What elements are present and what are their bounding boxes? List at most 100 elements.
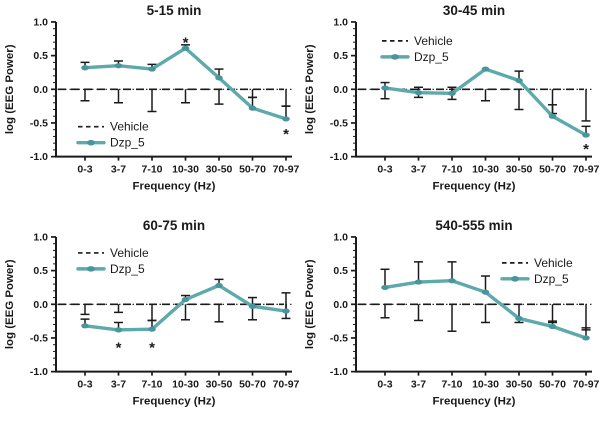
dzp5-markers bbox=[381, 66, 590, 138]
x-tick-label: 0-3 bbox=[77, 379, 92, 390]
dzp5-markers bbox=[81, 45, 290, 122]
y-tick-label: 0.0 bbox=[33, 299, 48, 310]
x-tick-label: 30-50 bbox=[206, 379, 233, 390]
y-axis-ticks bbox=[351, 235, 356, 372]
x-tick-label: 3-7 bbox=[111, 379, 126, 390]
x-tick-label: 10-30 bbox=[472, 379, 499, 390]
x-tick-label: 3-7 bbox=[411, 379, 426, 390]
x-tick-label: 30-50 bbox=[206, 165, 233, 176]
legend-vehicle-label: Vehicle bbox=[534, 255, 573, 269]
x-tick-label: 0-3 bbox=[77, 165, 92, 176]
vehicle-error-bars bbox=[80, 89, 291, 113]
y-tick-label: 0.5 bbox=[333, 266, 348, 277]
panel-title: 60-75 min bbox=[143, 217, 205, 232]
legend: Vehicle Dzp_5 bbox=[76, 120, 149, 150]
chart-540-555-min: 1.0 0.5 0.0 -0.5 -1.0 0-3 3-7 7-10 10-30 30-50 50-… bbox=[304, 217, 600, 407]
x-tick-label: 50-70 bbox=[539, 379, 566, 390]
legend: Vehicle Dzp_5 bbox=[76, 245, 149, 275]
y-tick-label: -0.5 bbox=[330, 118, 348, 129]
legend-dzp5-marker bbox=[391, 54, 399, 60]
panel-title: 30-45 min bbox=[443, 3, 505, 18]
x-tick-label: 0-3 bbox=[377, 165, 392, 176]
legend-vehicle-label: Vehicle bbox=[110, 245, 149, 259]
panel-540-555-min: 1.0 0.5 0.0 -0.5 -1.0 0-3 3-7 7-10 10-30 30-50 50-… bbox=[300, 215, 600, 429]
y-tick-label: -1.0 bbox=[30, 152, 48, 163]
x-axis-ticks bbox=[84, 371, 287, 376]
chart-5-15-min: 1.0 0.5 0.0 -0.5 -1.0 0-3 3-7 7-10 10-30 30-50 50-… bbox=[4, 3, 300, 193]
y-tick-label: -0.5 bbox=[30, 333, 48, 344]
y-tick-label: 1.0 bbox=[333, 232, 348, 243]
x-tick-label: 10-30 bbox=[172, 379, 199, 390]
y-tick-label: 0.5 bbox=[333, 51, 348, 62]
x-axis-label: Frequency (Hz) bbox=[133, 395, 216, 407]
x-tick-label: 70-97 bbox=[573, 379, 600, 390]
x-tick-label: 10-30 bbox=[472, 165, 499, 176]
y-tick-label: 0.5 bbox=[33, 266, 48, 277]
y-axis-ticks bbox=[351, 21, 356, 158]
x-tick-label: 70-97 bbox=[273, 379, 300, 390]
x-axis-label: Frequency (Hz) bbox=[133, 181, 216, 193]
x-tick-label: 70-97 bbox=[573, 165, 600, 176]
y-tick-label: 1.0 bbox=[33, 17, 48, 28]
x-tick-label: 3-7 bbox=[411, 165, 426, 176]
panel-60-75-min: 1.0 0.5 0.0 -0.5 -1.0 0-3 3-7 7-10 10-30 30-50 50-… bbox=[0, 215, 300, 429]
panel-title: 5-15 min bbox=[147, 3, 202, 18]
legend-vehicle-label: Vehicle bbox=[110, 120, 149, 134]
y-tick-label: -1.0 bbox=[30, 367, 48, 378]
y-axis-label: log (EEG Power) bbox=[4, 259, 16, 349]
y-axis-ticks bbox=[51, 235, 56, 372]
panel-30-45-min: 1.0 0.5 0.0 -0.5 -1.0 0-3 3-7 7-10 10-30 30-50 50-… bbox=[300, 0, 600, 215]
x-tick-label: 50-70 bbox=[239, 165, 266, 176]
significance-asterisk: * bbox=[116, 339, 122, 356]
x-tick-label: 3-7 bbox=[111, 165, 126, 176]
x-tick-label: 30-50 bbox=[506, 379, 533, 390]
legend-dzp5-label: Dzp_5 bbox=[110, 261, 145, 275]
y-tick-label: -1.0 bbox=[330, 367, 348, 378]
legend-dzp5-label: Dzp_5 bbox=[110, 136, 145, 150]
x-tick-label: 7-10 bbox=[442, 379, 463, 390]
x-tick-label: 50-70 bbox=[239, 379, 266, 390]
panel-5-15-min: 1.0 0.5 0.0 -0.5 -1.0 0-3 3-7 7-10 10-30 30-50 50-… bbox=[0, 0, 300, 215]
vehicle-error-bars bbox=[380, 89, 591, 122]
dzp5-markers bbox=[381, 277, 590, 341]
y-axis-label: log (EEG Power) bbox=[4, 44, 16, 134]
y-tick-label: -1.0 bbox=[330, 152, 348, 163]
y-tick-label: 0.0 bbox=[333, 85, 348, 96]
legend-dzp5-marker bbox=[87, 265, 95, 272]
legend: Vehicle Dzp_5 bbox=[380, 34, 453, 64]
x-tick-label: 50-70 bbox=[539, 165, 566, 176]
x-tick-label: 70-97 bbox=[273, 165, 300, 176]
x-tick-label: 7-10 bbox=[142, 379, 163, 390]
significance-asterisk: * bbox=[283, 126, 289, 143]
significance-asterisk: * bbox=[149, 339, 155, 356]
dzp5-error-bars bbox=[380, 260, 591, 338]
y-tick-label: 0.0 bbox=[33, 85, 48, 96]
x-axis-ticks bbox=[384, 156, 587, 161]
y-tick-label: 0.0 bbox=[333, 299, 348, 310]
legend-dzp5-label: Dzp_5 bbox=[534, 271, 569, 285]
y-tick-label: -0.5 bbox=[30, 118, 48, 129]
x-axis-ticks bbox=[84, 156, 287, 161]
chart-60-75-min: 1.0 0.5 0.0 -0.5 -1.0 0-3 3-7 7-10 10-30 30-50 50-… bbox=[4, 217, 300, 407]
y-axis-ticks bbox=[51, 21, 56, 158]
dzp5-line bbox=[383, 67, 588, 137]
x-axis-label: Frequency (Hz) bbox=[433, 395, 516, 407]
legend: Vehicle Dzp_5 bbox=[500, 255, 573, 285]
x-tick-label: 7-10 bbox=[442, 165, 463, 176]
legend-vehicle-label: Vehicle bbox=[414, 34, 453, 48]
y-tick-label: 0.5 bbox=[33, 51, 48, 62]
vehicle-error-bars bbox=[380, 303, 591, 332]
legend-dzp5-label: Dzp_5 bbox=[414, 50, 449, 64]
significance-asterisk: * bbox=[183, 34, 189, 51]
x-tick-label: 30-50 bbox=[506, 165, 533, 176]
legend-dzp5-marker bbox=[511, 275, 519, 282]
dzp5-error-bars bbox=[80, 44, 291, 119]
x-tick-label: 10-30 bbox=[172, 165, 199, 176]
x-tick-label: 0-3 bbox=[377, 379, 392, 390]
x-axis-label: Frequency (Hz) bbox=[433, 181, 516, 193]
y-axis-label: log (EEG Power) bbox=[304, 44, 316, 134]
y-axis-label: log (EEG Power) bbox=[304, 259, 316, 349]
chart-30-45-min: 1.0 0.5 0.0 -0.5 -1.0 0-3 3-7 7-10 10-30 30-50 50-… bbox=[304, 3, 600, 193]
panel-title: 540-555 min bbox=[435, 217, 512, 232]
